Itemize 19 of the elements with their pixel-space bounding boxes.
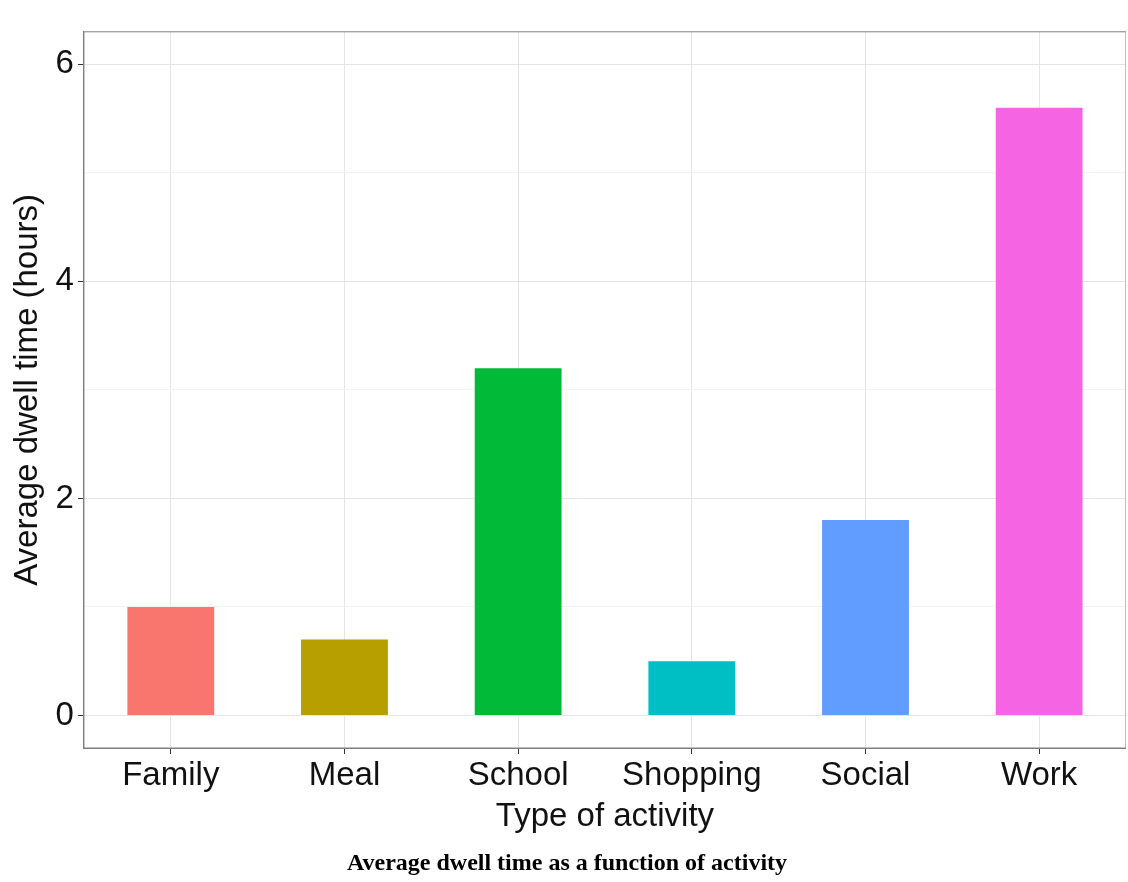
bar [127,606,215,715]
y-tick-label: 2 [55,477,74,515]
x-tick-label: Social [820,754,911,792]
x-tick-label: Meal [308,754,381,792]
y-tick-label: 4 [55,260,74,298]
y-tick-label: 0 [55,694,74,732]
y-axis-title: Average dwell time (hours) [6,193,44,586]
bar [995,107,1083,715]
x-tick-label: Shopping [622,754,762,792]
x-tick-label: Family [122,754,220,792]
bar [474,368,562,715]
x-tick-label: Work [1000,754,1078,792]
text: Average dwell time as a function of activity [346,848,788,875]
x-tick-label: School [467,754,569,792]
bar [301,639,388,715]
x-axis-title: Type of activity [495,796,715,834]
y-tick-label: 6 [55,43,74,81]
bar [648,661,736,715]
bar [822,520,909,715]
